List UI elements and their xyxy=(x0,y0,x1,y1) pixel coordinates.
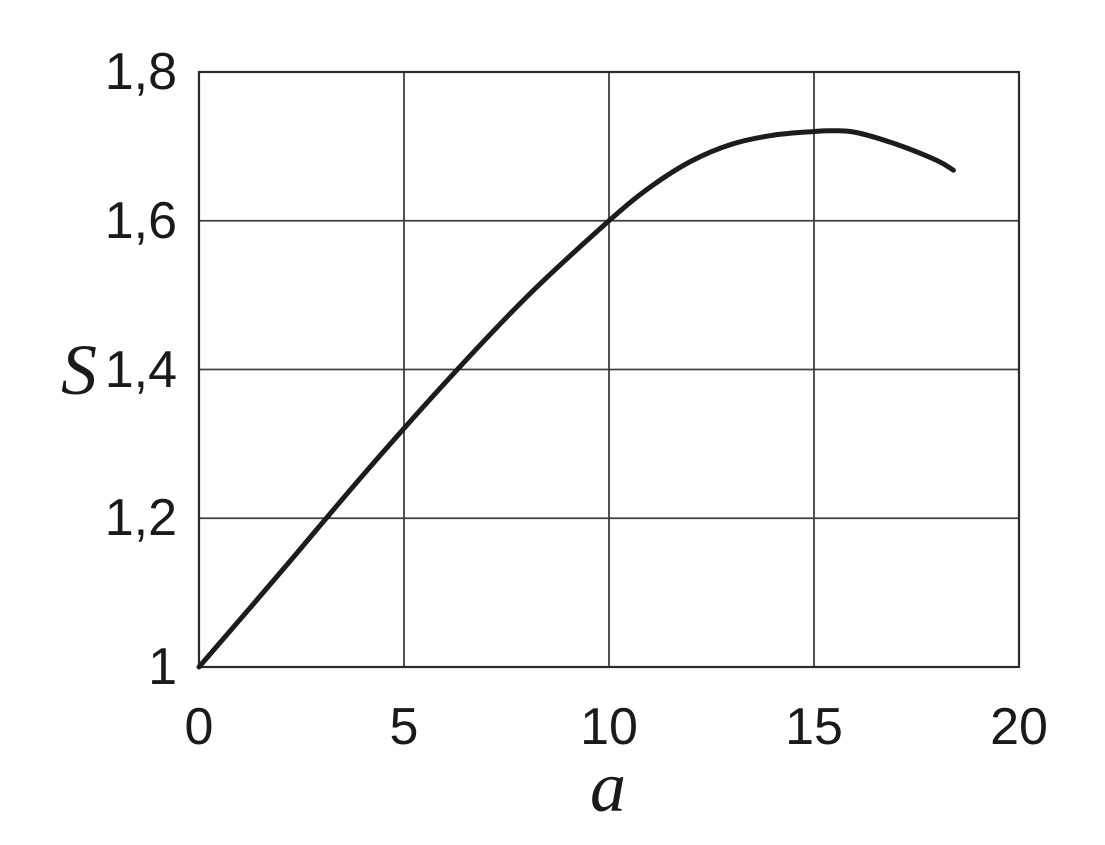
y-tick-label: 1,2 xyxy=(104,489,177,548)
x-axis-label: a xyxy=(590,747,626,827)
y-tick-label: 1,8 xyxy=(104,43,177,101)
plot-border xyxy=(197,70,1021,669)
plot-area xyxy=(196,70,1021,670)
x-tick-label: 0 xyxy=(184,698,214,756)
x-tick-label: 10 xyxy=(580,698,638,756)
data-curve xyxy=(196,128,956,670)
x-tick-label: 5 xyxy=(389,698,419,756)
x-tick-label: 15 xyxy=(785,698,843,756)
line-plot-canvas xyxy=(196,70,1021,670)
x-tick-label: 20 xyxy=(990,698,1048,756)
y-tick-label: 1,4 xyxy=(104,340,177,399)
y-tick-label: 1,6 xyxy=(104,191,177,250)
y-tick-label: 1 xyxy=(148,638,177,696)
y-axis-label: S xyxy=(61,330,97,410)
